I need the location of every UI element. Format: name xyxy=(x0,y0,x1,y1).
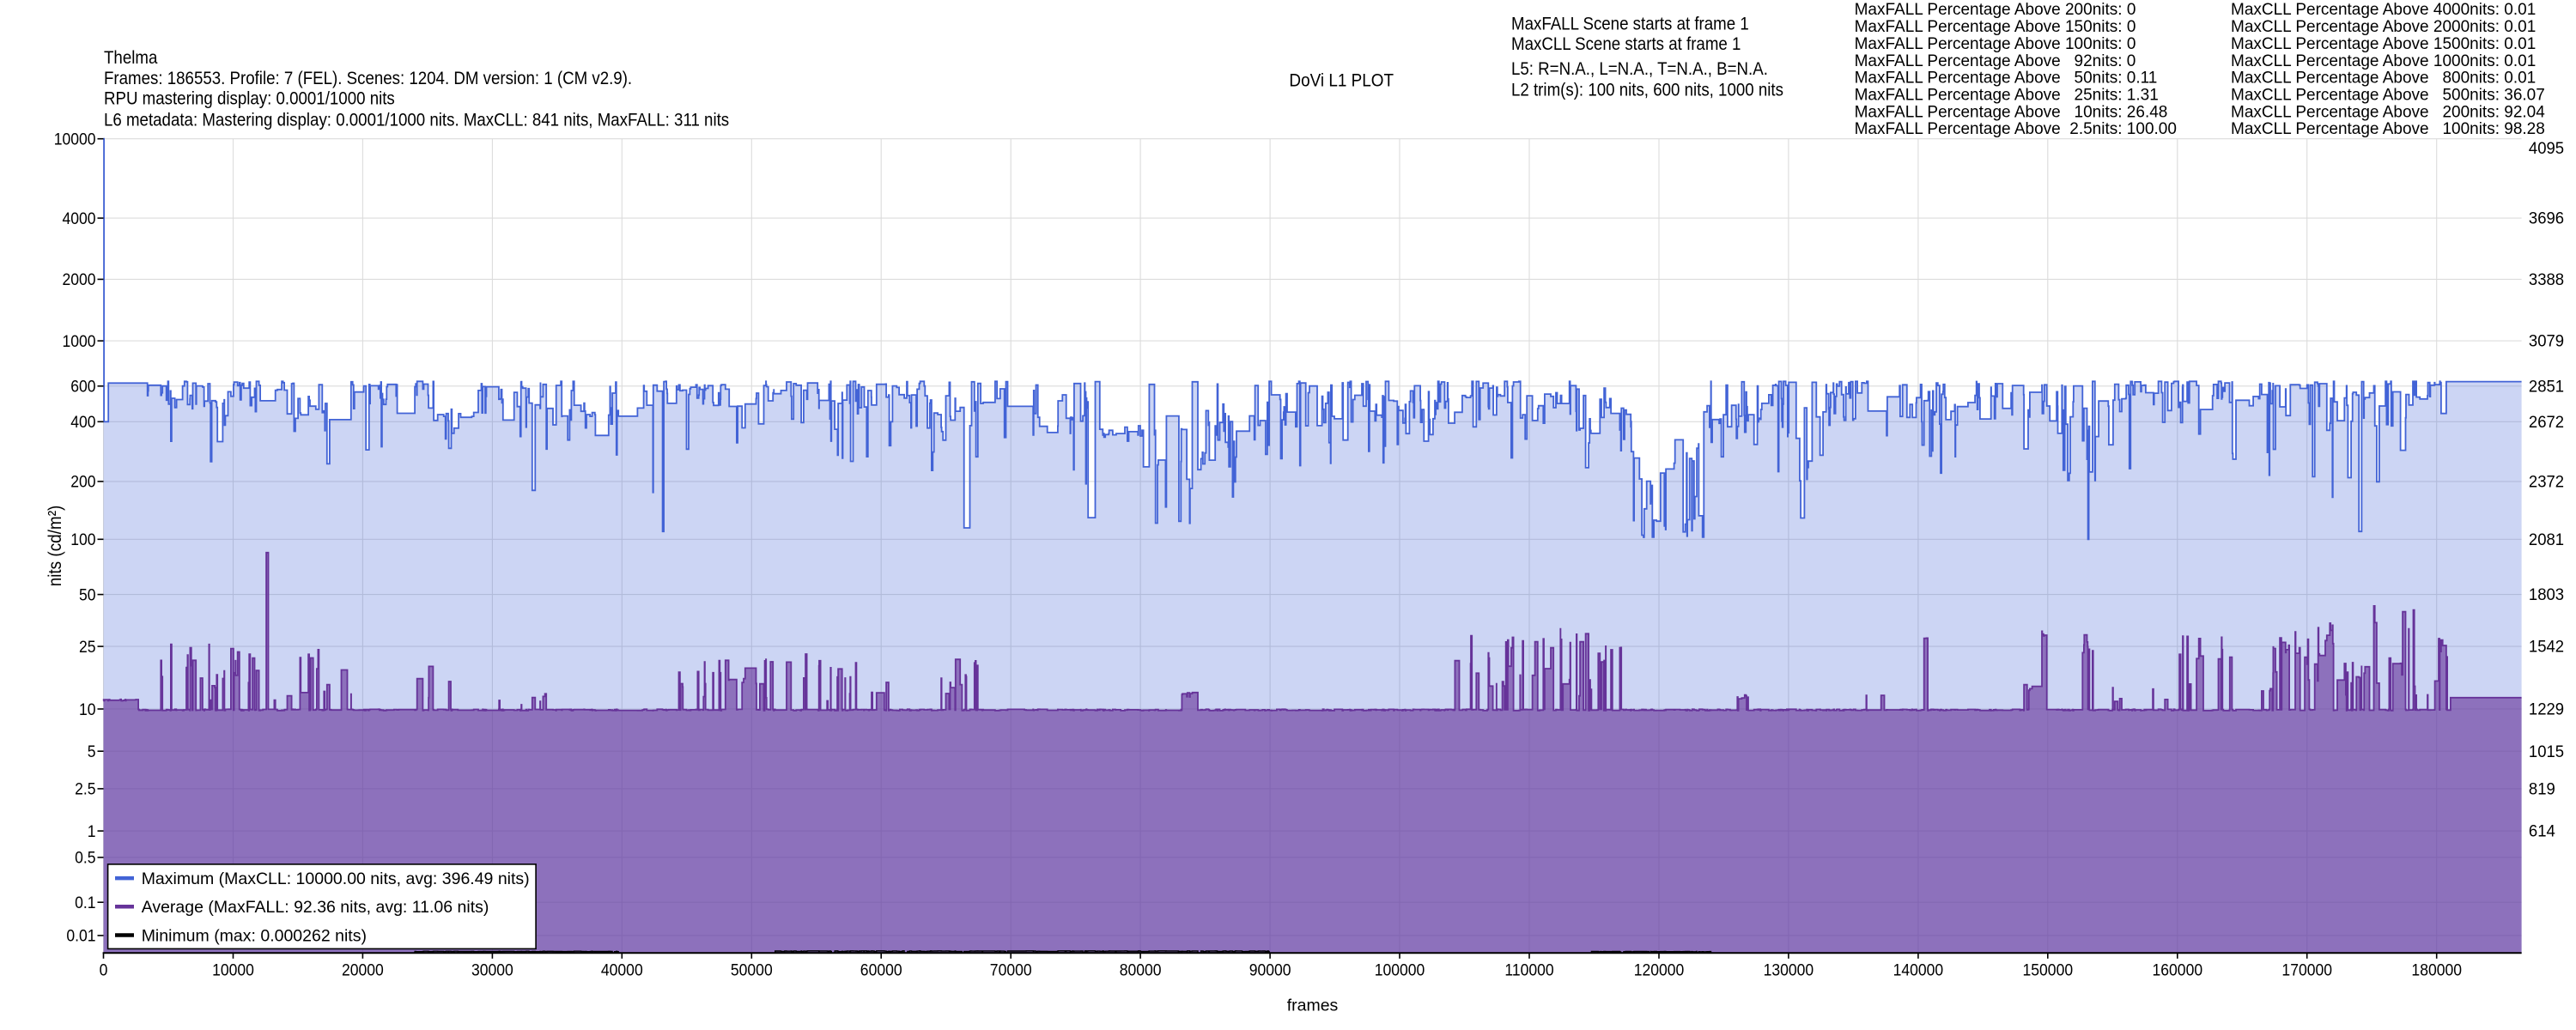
svg-text:3696: 3696 xyxy=(2529,209,2564,228)
svg-text:25: 25 xyxy=(79,637,96,656)
svg-text:DoVi L1 PLOT: DoVi L1 PLOT xyxy=(1289,71,1394,91)
svg-text:1542: 1542 xyxy=(2529,638,2564,657)
svg-text:614: 614 xyxy=(2529,822,2555,841)
svg-text:Minimum (max: 0.000262 nits): Minimum (max: 0.000262 nits) xyxy=(142,926,367,945)
svg-text:L2 trim(s): 100 nits, 600 nits: L2 trim(s): 100 nits, 600 nits, 1000 nit… xyxy=(1511,80,1783,100)
svg-text:Maximum (MaxCLL: 10000.00 nits: Maximum (MaxCLL: 10000.00 nits, avg: 396… xyxy=(142,869,530,888)
svg-text:50000: 50000 xyxy=(731,960,773,979)
svg-text:1229: 1229 xyxy=(2529,700,2564,719)
svg-text:0.01: 0.01 xyxy=(66,926,95,945)
svg-text:MaxFALL Percentage Above 100ni: MaxFALL Percentage Above 100nits: 0 xyxy=(1855,35,2136,53)
svg-text:MaxCLL Percentage Above 200n: MaxCLL Percentage Above 200nits: 92.04 xyxy=(2231,103,2545,121)
svg-text:MaxCLL Percentage Above 800n: MaxCLL Percentage Above 800nits: 0.01 xyxy=(2231,70,2536,88)
svg-text:L5: R=N.A., L=N.A., T=N.A., B=: L5: R=N.A., L=N.A., T=N.A., B=N.A. xyxy=(1511,59,1768,79)
svg-text:3079: 3079 xyxy=(2529,332,2564,351)
svg-text:400: 400 xyxy=(70,412,95,431)
svg-text:20000: 20000 xyxy=(342,960,384,979)
svg-text:60000: 60000 xyxy=(860,960,902,979)
svg-text:MaxCLL Percentage Above 4000ni: MaxCLL Percentage Above 4000nits: 0.01 xyxy=(2231,1,2536,19)
svg-text:MaxCLL Percentage Above 1000ni: MaxCLL Percentage Above 1000nits: 0.01 xyxy=(2231,52,2536,70)
svg-text:180000: 180000 xyxy=(2411,960,2462,979)
svg-text:110000: 110000 xyxy=(1504,960,1553,979)
svg-text:Average (MaxFALL: 92.36 nits,: Average (MaxFALL: 92.36 nits, avg: 11.06… xyxy=(142,898,489,917)
svg-text:1803: 1803 xyxy=(2529,586,2564,605)
svg-text:90000: 90000 xyxy=(1249,960,1291,979)
svg-text:0.1: 0.1 xyxy=(75,893,95,912)
svg-text:100: 100 xyxy=(70,530,95,548)
svg-text:0: 0 xyxy=(100,960,108,979)
svg-text:2081: 2081 xyxy=(2529,530,2564,549)
svg-text:130000: 130000 xyxy=(1764,960,1814,979)
svg-text:RPU mastering display: 0.0001/: RPU mastering display: 0.0001/1000 nits xyxy=(104,88,395,108)
svg-text:160000: 160000 xyxy=(2153,960,2203,979)
svg-text:10: 10 xyxy=(79,700,96,718)
svg-text:600: 600 xyxy=(70,377,95,396)
svg-text:2851: 2851 xyxy=(2529,378,2564,397)
svg-text:L6 metadata: Mastering display: L6 metadata: Mastering display: 0.0001/1… xyxy=(104,110,729,130)
svg-text:120000: 120000 xyxy=(1634,960,1685,979)
svg-text:Thelma: Thelma xyxy=(104,48,158,68)
svg-text:2000: 2000 xyxy=(62,270,95,288)
svg-text:200: 200 xyxy=(70,472,95,491)
svg-text:30000: 30000 xyxy=(471,960,513,979)
svg-text:2672: 2672 xyxy=(2529,413,2564,432)
svg-text:40000: 40000 xyxy=(601,960,643,979)
svg-text:MaxFALL Percentage Above 10n: MaxFALL Percentage Above 10nits: 26.48 xyxy=(1855,103,2168,121)
svg-text:50: 50 xyxy=(79,585,96,604)
svg-text:MaxFALL Percentage Above 50n: MaxFALL Percentage Above 50nits: 0.11 xyxy=(1855,70,2158,88)
svg-text:MaxFALL Percentage Above 92n: MaxFALL Percentage Above 92nits: 0 xyxy=(1855,52,2136,70)
svg-text:10000: 10000 xyxy=(212,960,254,979)
svg-text:2.5: 2.5 xyxy=(75,779,95,798)
svg-text:1000: 1000 xyxy=(62,331,95,350)
svg-text:MaxCLL Scene starts at frame 1: MaxCLL Scene starts at frame 1 xyxy=(1511,34,1741,54)
svg-text:4000: 4000 xyxy=(62,209,95,227)
svg-text:140000: 140000 xyxy=(1893,960,1944,979)
svg-text:1: 1 xyxy=(88,821,96,840)
svg-text:150000: 150000 xyxy=(2023,960,2074,979)
svg-text:0.5: 0.5 xyxy=(75,848,95,867)
svg-text:80000: 80000 xyxy=(1120,960,1162,979)
svg-text:3388: 3388 xyxy=(2529,271,2564,290)
svg-text:5: 5 xyxy=(88,742,96,760)
svg-text:MaxFALL Percentage Above 2.5n: MaxFALL Percentage Above 2.5nits: 100.00 xyxy=(1855,120,2177,138)
svg-text:MaxFALL Percentage Above 150ni: MaxFALL Percentage Above 150nits: 0 xyxy=(1855,18,2136,36)
svg-text:nits (cd/m²): nits (cd/m²) xyxy=(46,506,65,587)
svg-text:MaxCLL Percentage Above 500n: MaxCLL Percentage Above 500nits: 36.07 xyxy=(2231,87,2545,105)
svg-text:819: 819 xyxy=(2529,780,2555,799)
svg-text:MaxCLL Percentage Above 2000ni: MaxCLL Percentage Above 2000nits: 0.01 xyxy=(2231,18,2536,36)
svg-text:MaxCLL Percentage Above 100n: MaxCLL Percentage Above 100nits: 98.28 xyxy=(2231,120,2545,138)
svg-text:Frames: 186553. Profile: 7 (FE: Frames: 186553. Profile: 7 (FEL). Scenes… xyxy=(104,69,632,88)
svg-text:MaxCLL Percentage Above 1500ni: MaxCLL Percentage Above 1500nits: 0.01 xyxy=(2231,35,2536,53)
svg-text:frames: frames xyxy=(1287,997,1339,1015)
svg-text:MaxFALL Percentage Above 25n: MaxFALL Percentage Above 25nits: 1.31 xyxy=(1855,87,2159,105)
svg-text:1015: 1015 xyxy=(2529,742,2564,761)
svg-text:4095: 4095 xyxy=(2529,140,2564,159)
svg-text:170000: 170000 xyxy=(2281,960,2332,979)
svg-text:70000: 70000 xyxy=(990,960,1032,979)
svg-text:MaxFALL Percentage Above 200ni: MaxFALL Percentage Above 200nits: 0 xyxy=(1855,1,2136,19)
svg-text:100000: 100000 xyxy=(1375,960,1425,979)
svg-text:2372: 2372 xyxy=(2529,473,2564,492)
svg-text:MaxFALL Scene starts at frame: MaxFALL Scene starts at frame 1 xyxy=(1511,15,1749,34)
svg-text:10000: 10000 xyxy=(54,130,96,148)
